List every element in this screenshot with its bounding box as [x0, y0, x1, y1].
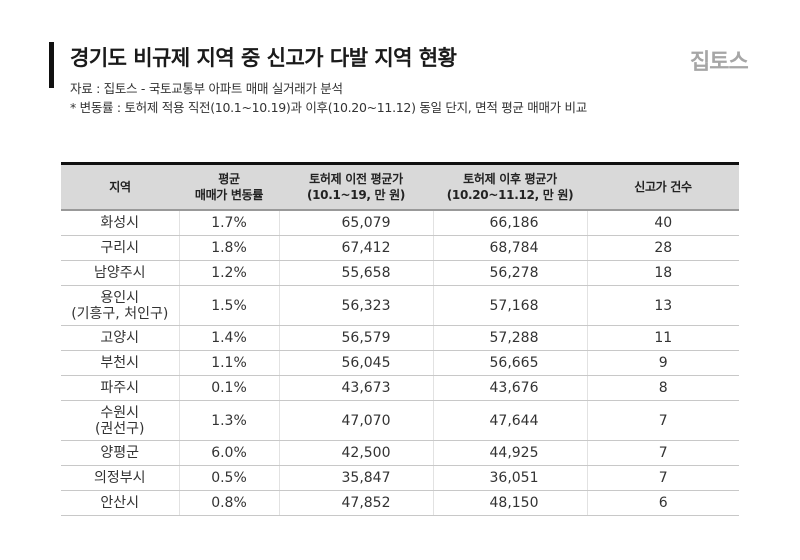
table-row: 용인시 (기흥구, 처인구) 1.5% 56,323 57,168 13	[61, 285, 739, 326]
region-name: 파주시	[100, 380, 140, 396]
cell-record-count: 8	[587, 375, 739, 401]
table-row: 의정부시 0.5% 35,847 36,051 7	[61, 465, 739, 491]
cell-price-before: 47,852	[279, 490, 434, 516]
region-name: 의정부시	[93, 470, 146, 486]
table-row: 파주시 0.1% 43,673 43,676 8	[61, 375, 739, 401]
cell-record-count: 28	[587, 235, 739, 261]
cell-price-after: 47,644	[433, 400, 588, 441]
change-rate-note: * 변동률 : 토허제 적용 직전(10.1~10.19)과 이후(10.20~…	[70, 100, 587, 115]
cell-change-rate: 1.5%	[179, 285, 280, 326]
cell-record-count: 18	[587, 260, 739, 286]
cell-price-after: 48,150	[433, 490, 588, 516]
cell-change-rate: 1.3%	[179, 400, 280, 441]
title-accent-bar	[49, 42, 54, 88]
table-row: 양평군 6.0% 42,500 44,925 7	[61, 440, 739, 466]
source-note: 자료 : 집토스 - 국토교통부 아파트 매매 실거래가 분석	[70, 81, 343, 96]
region-table: 지역 평균 매매가 변동률 토허제 이전 평균가 (10.1~19, 만 원) …	[61, 162, 739, 516]
cell-price-after: 43,676	[433, 375, 588, 401]
table-row: 부천시 1.1% 56,045 56,665 9	[61, 350, 739, 376]
cell-change-rate: 1.4%	[179, 325, 280, 351]
cell-region: 구리시	[61, 235, 180, 261]
table-header-row: 지역 평균 매매가 변동률 토허제 이전 평균가 (10.1~19, 만 원) …	[61, 163, 739, 211]
brand-logo: 집토스	[690, 50, 749, 75]
column-header-change-rate: 평균 매매가 변동률	[179, 163, 279, 211]
cell-record-count: 7	[587, 465, 739, 491]
cell-region: 안산시	[61, 490, 180, 516]
cell-price-before: 55,658	[279, 260, 434, 286]
cell-price-after: 56,665	[433, 350, 588, 376]
cell-price-after: 44,925	[433, 440, 588, 466]
cell-price-before: 56,323	[279, 285, 434, 326]
cell-change-rate: 0.8%	[179, 490, 280, 516]
table-row: 안산시 0.8% 47,852 48,150 6	[61, 490, 739, 516]
cell-region: 수원시 (권선구)	[61, 400, 180, 441]
region-name: 양평군	[100, 445, 140, 461]
cell-record-count: 7	[587, 440, 739, 466]
table-row: 고양시 1.4% 56,579 57,288 11	[61, 325, 739, 351]
cell-price-before: 47,070	[279, 400, 434, 441]
region-name: 안산시	[100, 495, 140, 511]
cell-record-count: 11	[587, 325, 739, 351]
region-name: 부천시	[100, 355, 140, 371]
region-name: 화성시	[100, 215, 140, 231]
cell-price-after: 68,784	[433, 235, 588, 261]
cell-change-rate: 1.8%	[179, 235, 280, 261]
cell-region: 화성시	[61, 210, 180, 236]
cell-price-before: 65,079	[279, 210, 434, 236]
cell-region: 남양주시	[61, 260, 180, 286]
cell-record-count: 9	[587, 350, 739, 376]
region-name: 용인시	[100, 289, 140, 306]
cell-price-before: 42,500	[279, 440, 434, 466]
page-title: 경기도 비규제 지역 중 신고가 다발 지역 현황	[70, 46, 457, 70]
cell-region: 의정부시	[61, 465, 180, 491]
cell-price-before: 56,045	[279, 350, 434, 376]
cell-change-rate: 6.0%	[179, 440, 280, 466]
table-row: 남양주시 1.2% 55,658 56,278 18	[61, 260, 739, 286]
region-name: 구리시	[100, 240, 140, 256]
cell-record-count: 40	[587, 210, 739, 236]
cell-change-rate: 0.1%	[179, 375, 280, 401]
cell-change-rate: 1.1%	[179, 350, 280, 376]
region-name: 남양주시	[93, 265, 146, 281]
cell-price-before: 56,579	[279, 325, 434, 351]
cell-price-after: 36,051	[433, 465, 588, 491]
cell-price-after: 56,278	[433, 260, 588, 286]
column-header-price-after: 토허제 이후 평균가 (10.20~11.12, 만 원)	[433, 163, 587, 211]
cell-record-count: 13	[587, 285, 739, 326]
column-header-region: 지역	[61, 163, 179, 211]
cell-change-rate: 1.7%	[179, 210, 280, 236]
cell-region: 용인시 (기흥구, 처인구)	[61, 285, 180, 326]
data-table: 지역 평균 매매가 변동률 토허제 이전 평균가 (10.1~19, 만 원) …	[61, 162, 739, 516]
table-row: 화성시 1.7% 65,079 66,186 40	[61, 210, 739, 236]
cell-region: 고양시	[61, 325, 180, 351]
cell-region: 파주시	[61, 375, 180, 401]
cell-region: 양평군	[61, 440, 180, 466]
cell-region: 부천시	[61, 350, 180, 376]
region-name: 고양시	[100, 330, 140, 346]
cell-price-before: 35,847	[279, 465, 434, 491]
region-district: (권선구)	[94, 420, 145, 437]
cell-record-count: 6	[587, 490, 739, 516]
cell-change-rate: 1.2%	[179, 260, 280, 286]
column-header-price-before: 토허제 이전 평균가 (10.1~19, 만 원)	[279, 163, 433, 211]
cell-price-after: 66,186	[433, 210, 588, 236]
cell-price-after: 57,168	[433, 285, 588, 326]
cell-record-count: 7	[587, 400, 739, 441]
region-name: 수원시	[100, 404, 140, 421]
table-row: 구리시 1.8% 67,412 68,784 28	[61, 235, 739, 261]
cell-change-rate: 0.5%	[179, 465, 280, 491]
cell-price-before: 43,673	[279, 375, 434, 401]
cell-price-after: 57,288	[433, 325, 588, 351]
column-header-record-count: 신고가 건수	[587, 163, 739, 211]
region-district: (기흥구, 처인구)	[71, 305, 169, 322]
table-row: 수원시 (권선구) 1.3% 47,070 47,644 7	[61, 400, 739, 441]
cell-price-before: 67,412	[279, 235, 434, 261]
